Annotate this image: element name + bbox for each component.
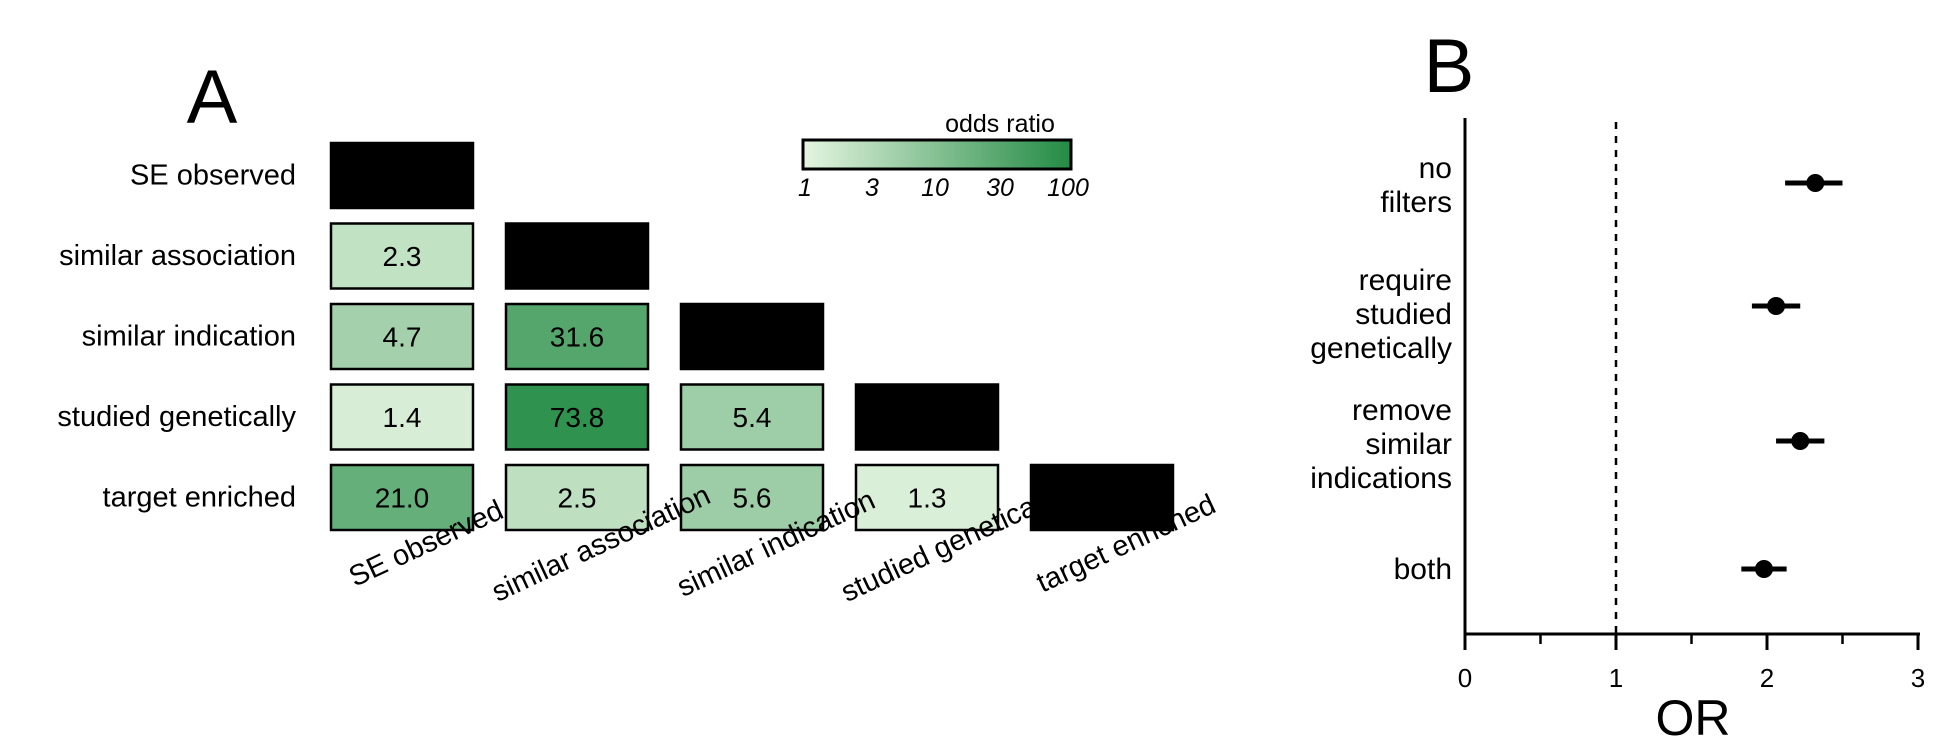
point-estimate-require-studied-genetically bbox=[1767, 297, 1786, 315]
x-tick-label: 2 bbox=[1760, 663, 1774, 693]
heatmap-cell-target-enriched-similar-association bbox=[504, 463, 650, 532]
forest-row-label: remove bbox=[1352, 394, 1452, 427]
legend-color-bar bbox=[801, 138, 1073, 171]
heatmap-cell-target-enriched-studied-genetically bbox=[854, 463, 1000, 532]
legend-title: odds ratio bbox=[945, 110, 1055, 138]
heatmap-value-label: 73.8 bbox=[550, 402, 605, 433]
x-tick-label: 3 bbox=[1911, 663, 1925, 693]
heatmap-cell-similar-association-se-observed bbox=[329, 222, 475, 290]
forest-row-label: no bbox=[1419, 152, 1452, 185]
forest-row-label: studied bbox=[1355, 298, 1452, 331]
row-label-target-enriched: target enriched bbox=[103, 482, 296, 514]
heatmap-value-label: 21.0 bbox=[375, 483, 430, 514]
heatmap-value-label: 2.5 bbox=[558, 483, 597, 514]
x-tick-label: 0 bbox=[1458, 663, 1472, 693]
legend-tick-label: 3 bbox=[865, 174, 879, 202]
row-label-studied-genetically: studied genetically bbox=[57, 401, 296, 433]
legend-ticks: 1 3 10 30 100 bbox=[798, 174, 1089, 202]
heatmap-row-labels: SE observed similar association similar in… bbox=[57, 160, 296, 514]
legend-tick-label: 1 bbox=[798, 174, 812, 202]
heatmap-cell-studied-genetically-se-observed bbox=[329, 383, 475, 451]
heatmap-cell-target-enriched-similar-indication bbox=[679, 463, 825, 532]
panel-b-letter: B bbox=[1424, 24, 1475, 109]
panel-a-letter: A bbox=[187, 55, 238, 140]
forest-row-label: both bbox=[1394, 553, 1452, 586]
forest-row-label: indications bbox=[1310, 462, 1452, 495]
panel-a-heatmap: A 2.3 4.7 31.6 1.4 73.8 5.4 21.0 2.5 5.6 1.3 SE o… bbox=[57, 55, 1220, 609]
legend-tick-label: 10 bbox=[921, 174, 949, 202]
heatmap-cell-similar-association-similar-association bbox=[504, 222, 650, 290]
forest-row-label: genetically bbox=[1310, 332, 1452, 365]
row-label-se-observed: SE observed bbox=[130, 160, 296, 192]
heatmap-value-label: 1.3 bbox=[908, 483, 947, 514]
legend-tick-label: 100 bbox=[1047, 174, 1089, 202]
heatmap-value-label: 5.6 bbox=[733, 483, 772, 514]
heatmap-cell-similar-indication-similar-association bbox=[504, 302, 650, 371]
point-estimate-no-filters bbox=[1806, 174, 1825, 192]
heatmap-cell-target-enriched-se-observed bbox=[329, 463, 475, 532]
forest-row-label: similar bbox=[1365, 428, 1452, 461]
heatmap-value-label: 31.6 bbox=[550, 322, 605, 353]
row-label-similar-association: similar association bbox=[59, 240, 296, 272]
x-axis-label: OR bbox=[1656, 690, 1731, 746]
x-axis-ticks: 0 1 2 3 bbox=[1458, 634, 1925, 693]
legend-tick-label: 30 bbox=[986, 174, 1014, 202]
row-label-similar-indication: similar indication bbox=[82, 321, 296, 353]
heatmap-cell-similar-indication-similar-indication bbox=[679, 302, 825, 371]
point-estimate-both bbox=[1754, 560, 1773, 578]
heatmap-cell-target-enriched-target-enriched bbox=[1029, 463, 1175, 532]
heatmap-cell-studied-genetically-studied-genetically bbox=[854, 383, 1000, 451]
point-estimate-remove-similar-indications bbox=[1791, 432, 1810, 450]
heatmap-value-label: 2.3 bbox=[383, 241, 422, 272]
heatmap-cells: 2.3 4.7 31.6 1.4 73.8 5.4 21.0 2.5 5.6 1.3 bbox=[329, 141, 1175, 532]
heatmap-cell-studied-genetically-similar-indication bbox=[679, 383, 825, 451]
x-tick-label: 1 bbox=[1609, 663, 1623, 693]
odds-ratio-legend: odds ratio 1 3 10 30 100 bbox=[798, 110, 1089, 202]
heatmap-cell-similar-indication-se-observed bbox=[329, 302, 475, 371]
heatmap-cell-se-observed-se-observed bbox=[329, 141, 475, 210]
heatmap-value-label: 4.7 bbox=[383, 322, 422, 353]
heatmap-cell-studied-genetically-similar-association bbox=[504, 383, 650, 451]
heatmap-value-label: 1.4 bbox=[383, 402, 422, 433]
forest-row-label: filters bbox=[1380, 186, 1452, 219]
forest-row-label: require bbox=[1359, 264, 1452, 297]
heatmap-value-label: 5.4 bbox=[733, 402, 772, 433]
